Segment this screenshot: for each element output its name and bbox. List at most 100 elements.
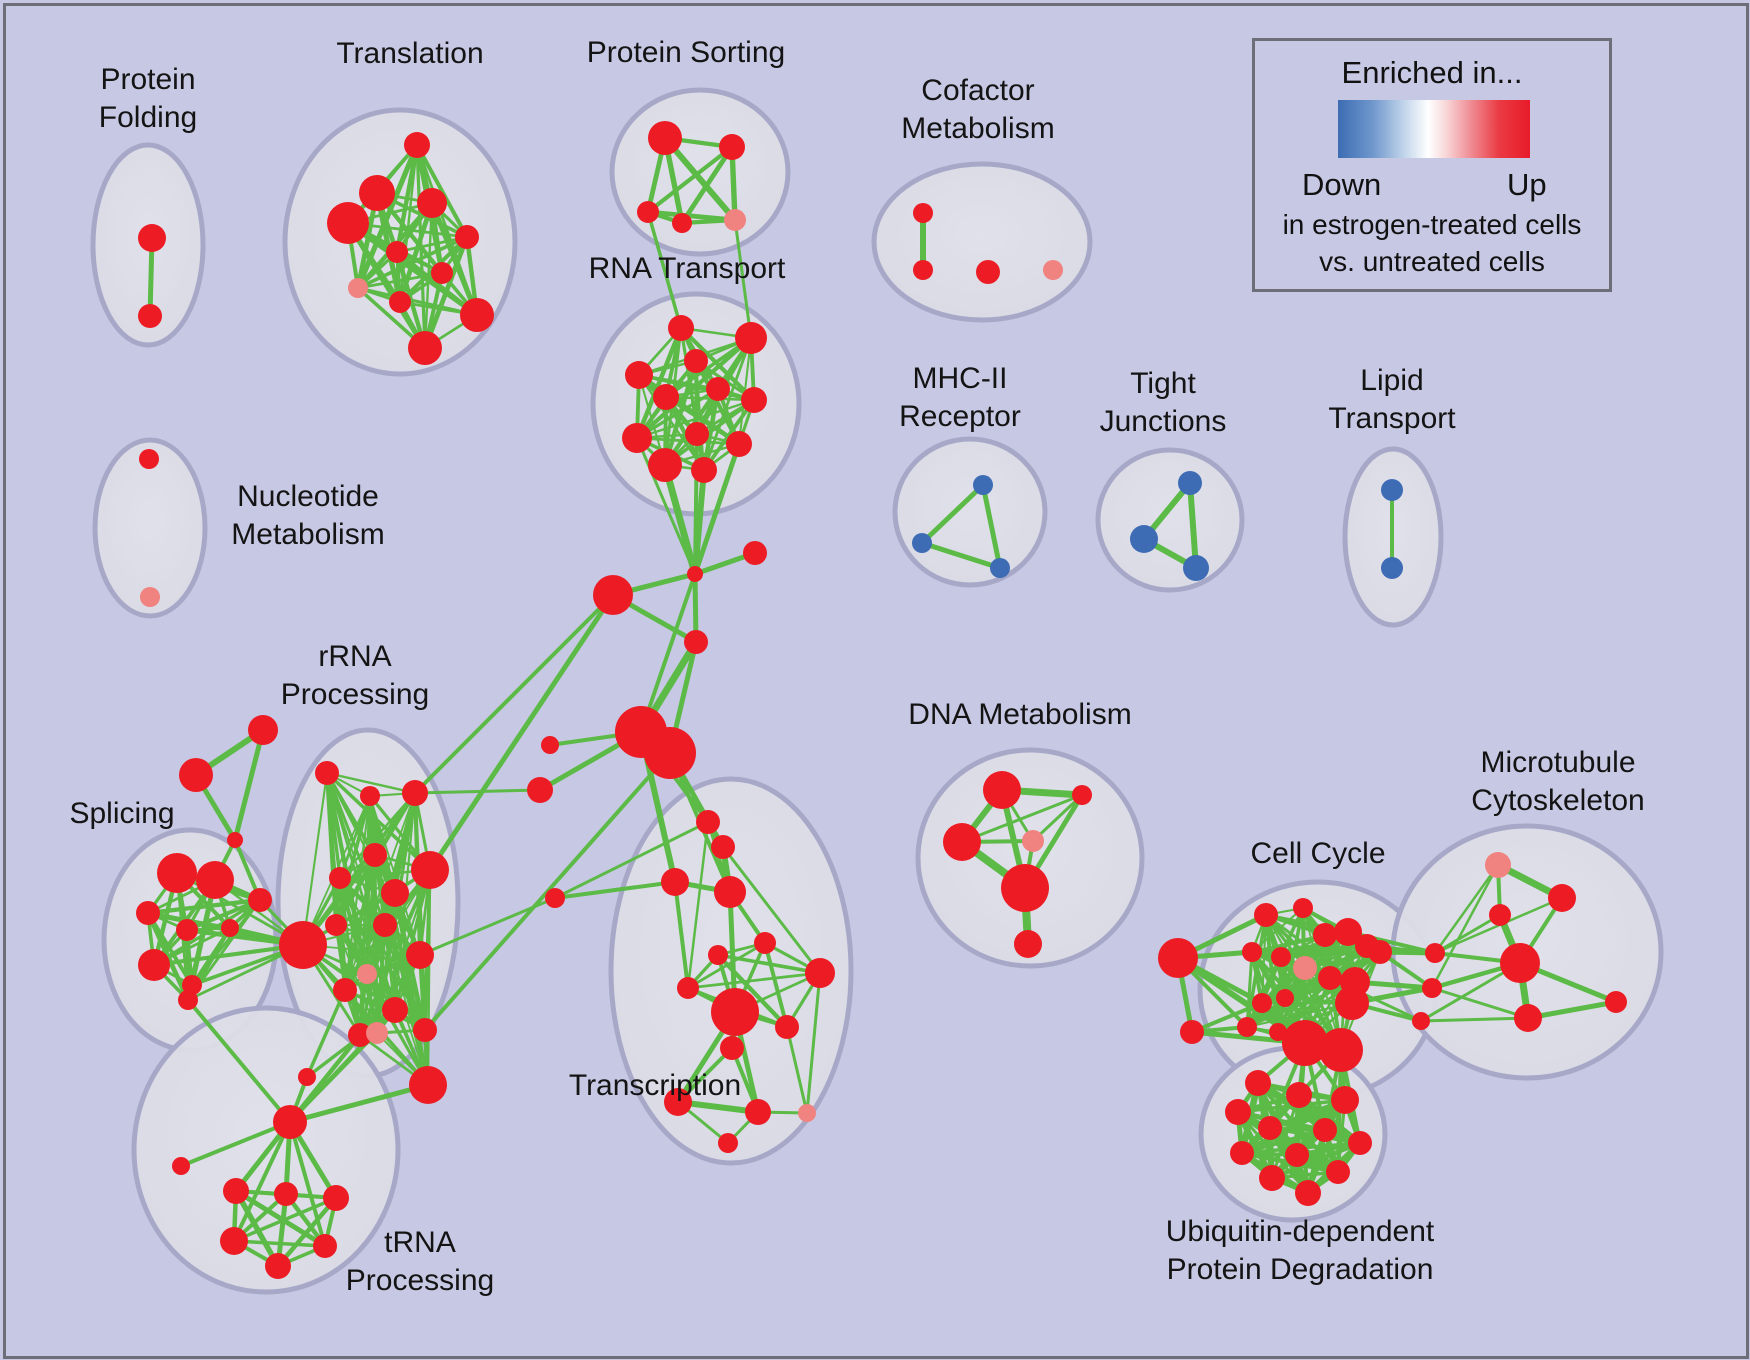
edge-mh1-mh2 [919,482,986,546]
cluster-ellipse-nucleotide-metabolism [92,437,208,619]
node-mp [1485,852,1511,878]
node-ccL [1158,938,1198,978]
edge-tr2-tr6 [763,941,789,1029]
cluster-label-protein-sorting: Protein Sorting [587,36,785,69]
edge-tn4-tn5 [232,1239,327,1248]
edge-rbg-hub [301,943,430,1087]
node-br1 [1425,943,1445,963]
node-tn1 [223,1178,249,1204]
edge-c5-rr10 [418,896,557,957]
node-r8 [622,423,652,453]
node-cc4 [1271,947,1291,967]
node-rr11 [333,978,357,1002]
node-tn6 [265,1253,291,1279]
node-r4 [684,349,708,373]
edge-r12-b2 [692,467,707,577]
node-tr1 [708,945,728,965]
node-tj3 [1183,555,1209,581]
node-sp3 [136,901,160,925]
node-tr11 [718,1133,738,1153]
cluster-ellipse-mhc-ii-receptor [892,436,1048,588]
edge-ccbl-cc9 [1190,1001,1264,1034]
node-c3 [661,868,689,896]
node-d4 [1022,830,1044,852]
node-ccb2 [1319,1028,1363,1072]
edge-ps3-r1 [646,210,683,330]
node-rr1 [315,761,339,785]
edge-tn0-rbg [287,1082,431,1125]
edge-u7-u10 [1269,1140,1363,1181]
edge-u6-u8 [1240,1128,1327,1155]
node-pk2 [366,1022,388,1044]
node-rr13 [413,1018,437,1042]
node-b3 [743,541,767,565]
nodes [136,121,1627,1279]
cluster-label-dna-metabolism: DNA Metabolism [908,698,1131,731]
edge-t1-t8 [355,142,420,291]
legend-title: Enriched in... [1341,55,1523,90]
node-cc8 [1368,940,1392,964]
edge-br1-m2 [1433,913,1502,955]
cluster-ellipse-cofactor-metabolism [871,161,1093,323]
edge-tn1-tn6 [233,1188,281,1269]
node-cc11 [1318,966,1342,990]
node-cm4 [1043,260,1063,280]
node-mh1 [973,475,993,495]
node-tn2 [274,1182,298,1206]
node-rr5 [329,867,351,889]
node-m2 [1489,904,1511,926]
edge-tr2-tr3 [686,941,767,990]
cluster-label-lipid-transport: Lipid Transport [1328,364,1456,435]
node-sp9 [178,990,198,1010]
edge-c1-tr3 [686,820,710,990]
node-u3 [1331,1086,1359,1114]
edge-rr9-pk2 [375,923,387,1035]
node-sp7 [182,975,202,995]
cluster-label-translation: Translation [336,37,483,70]
node-sp8 [248,888,272,912]
cluster-label-splicing: Splicing [69,797,174,830]
edge-cc2-cc3 [1250,906,1305,954]
edge-mh2-mh3 [919,540,1003,571]
edge-sp4-sp8 [185,898,262,932]
edge-cc13-cc14 [1245,1001,1354,1029]
cluster-label-microtubule-cytoskeleton: Microtubule Cytoskeleton [1471,746,1644,817]
node-ps2 [719,134,745,160]
edge-tr1-tr6 [715,952,790,1030]
node-t4 [327,202,369,244]
node-ps3 [637,201,659,223]
node-sp1 [157,853,197,893]
edge-d2-d4 [1031,793,1084,843]
edge-u3-u4 [1236,1098,1347,1114]
node-cm3 [976,260,1000,284]
edge-sp3-sp8 [145,897,263,916]
node-tr4 [805,958,835,988]
node-u1 [1245,1070,1271,1096]
edge-sp6-sp8 [152,898,262,967]
edge-b2-h1 [639,572,697,734]
node-r10 [726,431,752,457]
edge-mh1-mh3 [980,482,1003,571]
edge-br3-m3 [1419,1016,1530,1023]
cluster-labels: Protein Folding Translation Protein Sorting… [69,36,1644,1297]
cluster-label-tight-junctions: Tight Junctions [1100,367,1227,438]
node-d3 [943,823,981,861]
node-r12 [691,457,717,483]
edge-rr3-b1 [413,593,615,795]
edge-t3-t10 [429,200,480,318]
node-tnm [298,1068,316,1086]
cluster-label-rrna-processing: rRNA Processing [281,640,429,711]
node-tn5 [313,1234,337,1258]
node-mb [1500,943,1540,983]
node-rr3 [402,780,428,806]
node-cc5 [1313,923,1337,947]
edge-r11-b2 [661,461,699,578]
node-d2 [1072,785,1092,805]
node-sc [227,832,243,848]
edge-sp9-tn0 [186,998,292,1124]
node-u4 [1225,1099,1251,1125]
cluster-label-cofactor-metabolism: Cofactor Metabolism [901,74,1054,145]
edge-rr1-rr3 [325,771,417,795]
node-t11 [408,331,442,365]
edge-pk1-rbg [365,972,430,1087]
